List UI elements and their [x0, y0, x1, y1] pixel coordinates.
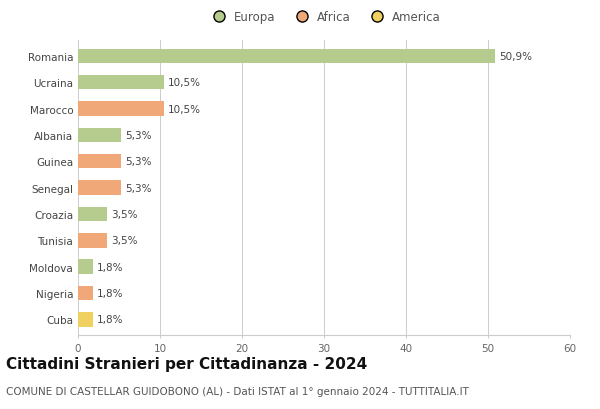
Text: COMUNE DI CASTELLAR GUIDOBONO (AL) - Dati ISTAT al 1° gennaio 2024 - TUTTITALIA.: COMUNE DI CASTELLAR GUIDOBONO (AL) - Dat…: [6, 387, 469, 396]
Text: 10,5%: 10,5%: [168, 104, 201, 114]
Text: 1,8%: 1,8%: [97, 288, 124, 298]
Bar: [78, 155, 121, 169]
Bar: [78, 260, 93, 274]
Text: 5,3%: 5,3%: [125, 183, 152, 193]
Text: 10,5%: 10,5%: [168, 78, 201, 88]
Bar: [78, 49, 496, 64]
Text: 50,9%: 50,9%: [499, 52, 532, 62]
Bar: [78, 128, 121, 143]
Bar: [78, 286, 93, 301]
Text: 5,3%: 5,3%: [125, 157, 152, 167]
Bar: [78, 207, 107, 222]
Bar: [78, 181, 121, 196]
Bar: [78, 102, 164, 117]
Legend: Europa, Africa, America: Europa, Africa, America: [202, 7, 446, 29]
Text: 3,5%: 3,5%: [111, 209, 137, 219]
Bar: [78, 312, 93, 327]
Text: Cittadini Stranieri per Cittadinanza - 2024: Cittadini Stranieri per Cittadinanza - 2…: [6, 356, 367, 371]
Text: 3,5%: 3,5%: [111, 236, 137, 246]
Bar: [78, 76, 164, 90]
Text: 1,8%: 1,8%: [97, 315, 124, 325]
Text: 1,8%: 1,8%: [97, 262, 124, 272]
Text: 5,3%: 5,3%: [125, 130, 152, 141]
Bar: [78, 234, 107, 248]
